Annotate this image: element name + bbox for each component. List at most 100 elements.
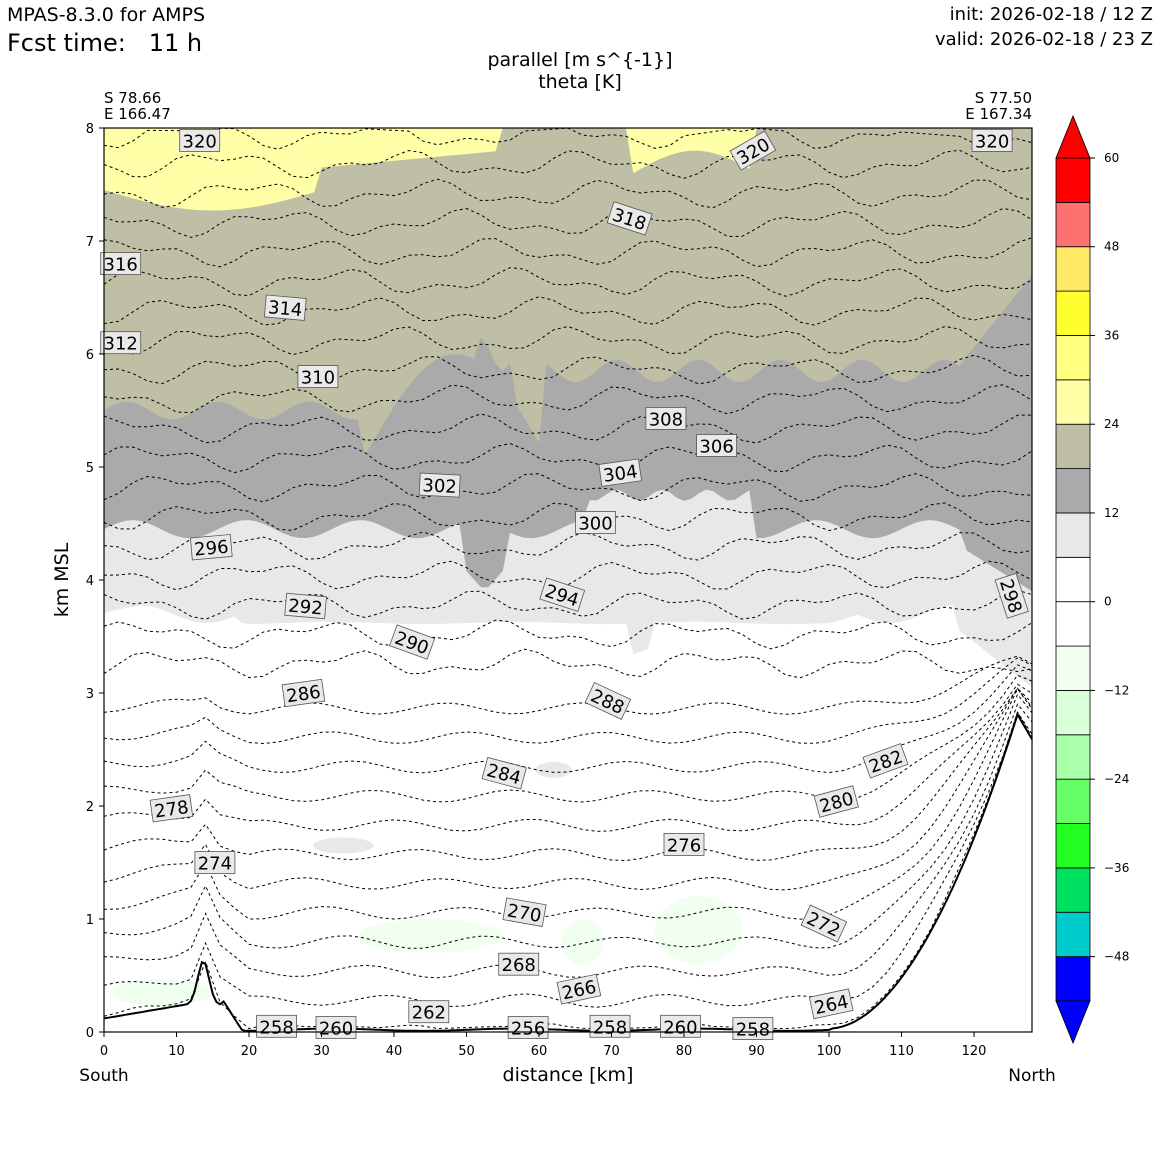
theta-label-text: 292	[287, 596, 323, 620]
theta-label-320: 320	[971, 128, 1013, 152]
theta-label-text: 304	[602, 461, 639, 487]
white-low-fill	[104, 605, 1032, 1031]
y-tick-label: 1	[86, 913, 94, 928]
theta-label-box	[800, 904, 848, 943]
x-tick-label: 90	[748, 1044, 765, 1059]
theta-label-box	[696, 434, 737, 457]
theta-contour	[103, 655, 1033, 715]
theta-label-text: 256	[511, 1019, 545, 1040]
theta-label-text: 300	[578, 513, 612, 534]
colorbar-segment	[1055, 157, 1091, 203]
theta-label-text: 320	[183, 131, 217, 152]
theta-label-268: 268	[498, 952, 540, 976]
theta-contour	[103, 703, 1033, 979]
theta-label-text: 278	[153, 797, 190, 823]
theta-contour	[103, 178, 1033, 209]
valid-time: valid: 2026-02-18 / 23 Z	[935, 29, 1153, 50]
colorbar-segment	[1055, 911, 1091, 958]
theta-label-258: 258	[589, 1014, 631, 1038]
theta-contour	[103, 657, 1033, 745]
theta-label-274: 274	[194, 851, 236, 875]
y-tick-label: 3	[86, 687, 94, 702]
chart-title-line2: theta [K]	[538, 71, 622, 93]
colorbar-segment	[1055, 601, 1091, 647]
colorbar-tick-label: 48	[1104, 240, 1119, 254]
theta-label-box	[732, 1017, 774, 1040]
theta-label-box	[556, 973, 602, 1005]
theta-label-box	[813, 785, 859, 818]
theta-contour	[103, 442, 1033, 474]
theta-label-316: 316	[100, 252, 142, 276]
colorbar-segment	[1055, 778, 1091, 824]
theta-label-256: 256	[507, 1016, 549, 1040]
theta-label-302: 302	[418, 472, 461, 498]
light-green-patch	[111, 978, 213, 1007]
colorbar-segment	[1055, 379, 1091, 425]
theta-contour	[103, 531, 1033, 561]
theta-label-text: 310	[301, 368, 335, 389]
theta-label-box	[994, 572, 1029, 619]
theta-label-278: 278	[149, 794, 194, 823]
light-gray-patch	[313, 837, 374, 854]
theta-label-292: 292	[284, 592, 327, 620]
theta-contour	[103, 237, 1033, 268]
theta-label-box	[297, 365, 339, 389]
theta-label-text: 296	[193, 537, 229, 561]
x-left-label: South	[79, 1066, 129, 1086]
colorbar-tick-label: 0	[1104, 595, 1112, 609]
model-title: MPAS-8.3.0 for AMPS	[7, 4, 206, 26]
x-tick-label: 30	[313, 1044, 330, 1059]
theta-label-box	[584, 681, 632, 720]
theta-label-284: 284	[481, 756, 527, 790]
theta-label-box	[575, 511, 616, 534]
theta-label-text: 258	[259, 1017, 293, 1038]
colorbar-segment	[1055, 290, 1091, 336]
theta-contour	[103, 664, 1033, 774]
fcst-time-label: Fcst time:	[7, 29, 126, 57]
colorbar-tick-label: 60	[1104, 151, 1119, 165]
y-tick-label: 8	[86, 122, 94, 137]
fcst-time: Fcst time: 11 h	[7, 29, 202, 57]
theta-label-text: 258	[593, 1017, 627, 1038]
theta-label-box	[179, 128, 221, 152]
theta-label-text: 276	[667, 835, 701, 856]
theta-label-260: 260	[660, 1014, 701, 1038]
theta-label-text: 268	[502, 955, 536, 976]
theta-label-box	[315, 1016, 357, 1039]
colorbar-segment	[1055, 201, 1091, 248]
end-lat: S 77.50	[974, 89, 1032, 107]
theta-label-box	[408, 1000, 450, 1024]
y-tick-label: 5	[86, 461, 94, 476]
theta-label-box	[606, 201, 653, 236]
theta-label-280: 280	[813, 785, 859, 818]
theta-label-320: 320	[179, 128, 221, 152]
theta-label-box	[189, 534, 233, 561]
theta-contour	[103, 589, 1033, 620]
theta-label-box	[281, 678, 326, 708]
theta-contour	[103, 693, 1033, 949]
x-tick-label: 100	[817, 1044, 842, 1059]
colorbar-tick-label: −36	[1104, 861, 1129, 875]
y-tick-label: 2	[86, 800, 94, 815]
theta-label-box	[729, 130, 777, 171]
theta-label-258: 258	[256, 1014, 298, 1038]
theta-contour	[103, 267, 1033, 297]
theta-label-text: 320	[975, 131, 1009, 152]
colorbar-segment	[1055, 335, 1091, 381]
colorbar-segment	[1055, 734, 1091, 780]
theta-label-text: 258	[736, 1020, 770, 1041]
theta-contour	[103, 687, 1033, 891]
theta-label-box	[100, 252, 142, 276]
theta-label-308: 308	[645, 406, 687, 430]
theta-contour	[103, 619, 1033, 650]
theta-label-box	[539, 577, 586, 612]
theta-label-312: 312	[100, 331, 142, 355]
theta-label-box	[284, 592, 327, 620]
x-axis-label: distance [km]	[502, 1064, 634, 1086]
theta-label-box	[808, 988, 854, 1020]
theta-contour	[103, 354, 1033, 385]
colorbar-segment	[1055, 956, 1091, 1002]
theta-label-text: 306	[699, 437, 733, 458]
theta-labels: 320 320 3203183163143123103083063043023002…	[100, 128, 1029, 1041]
